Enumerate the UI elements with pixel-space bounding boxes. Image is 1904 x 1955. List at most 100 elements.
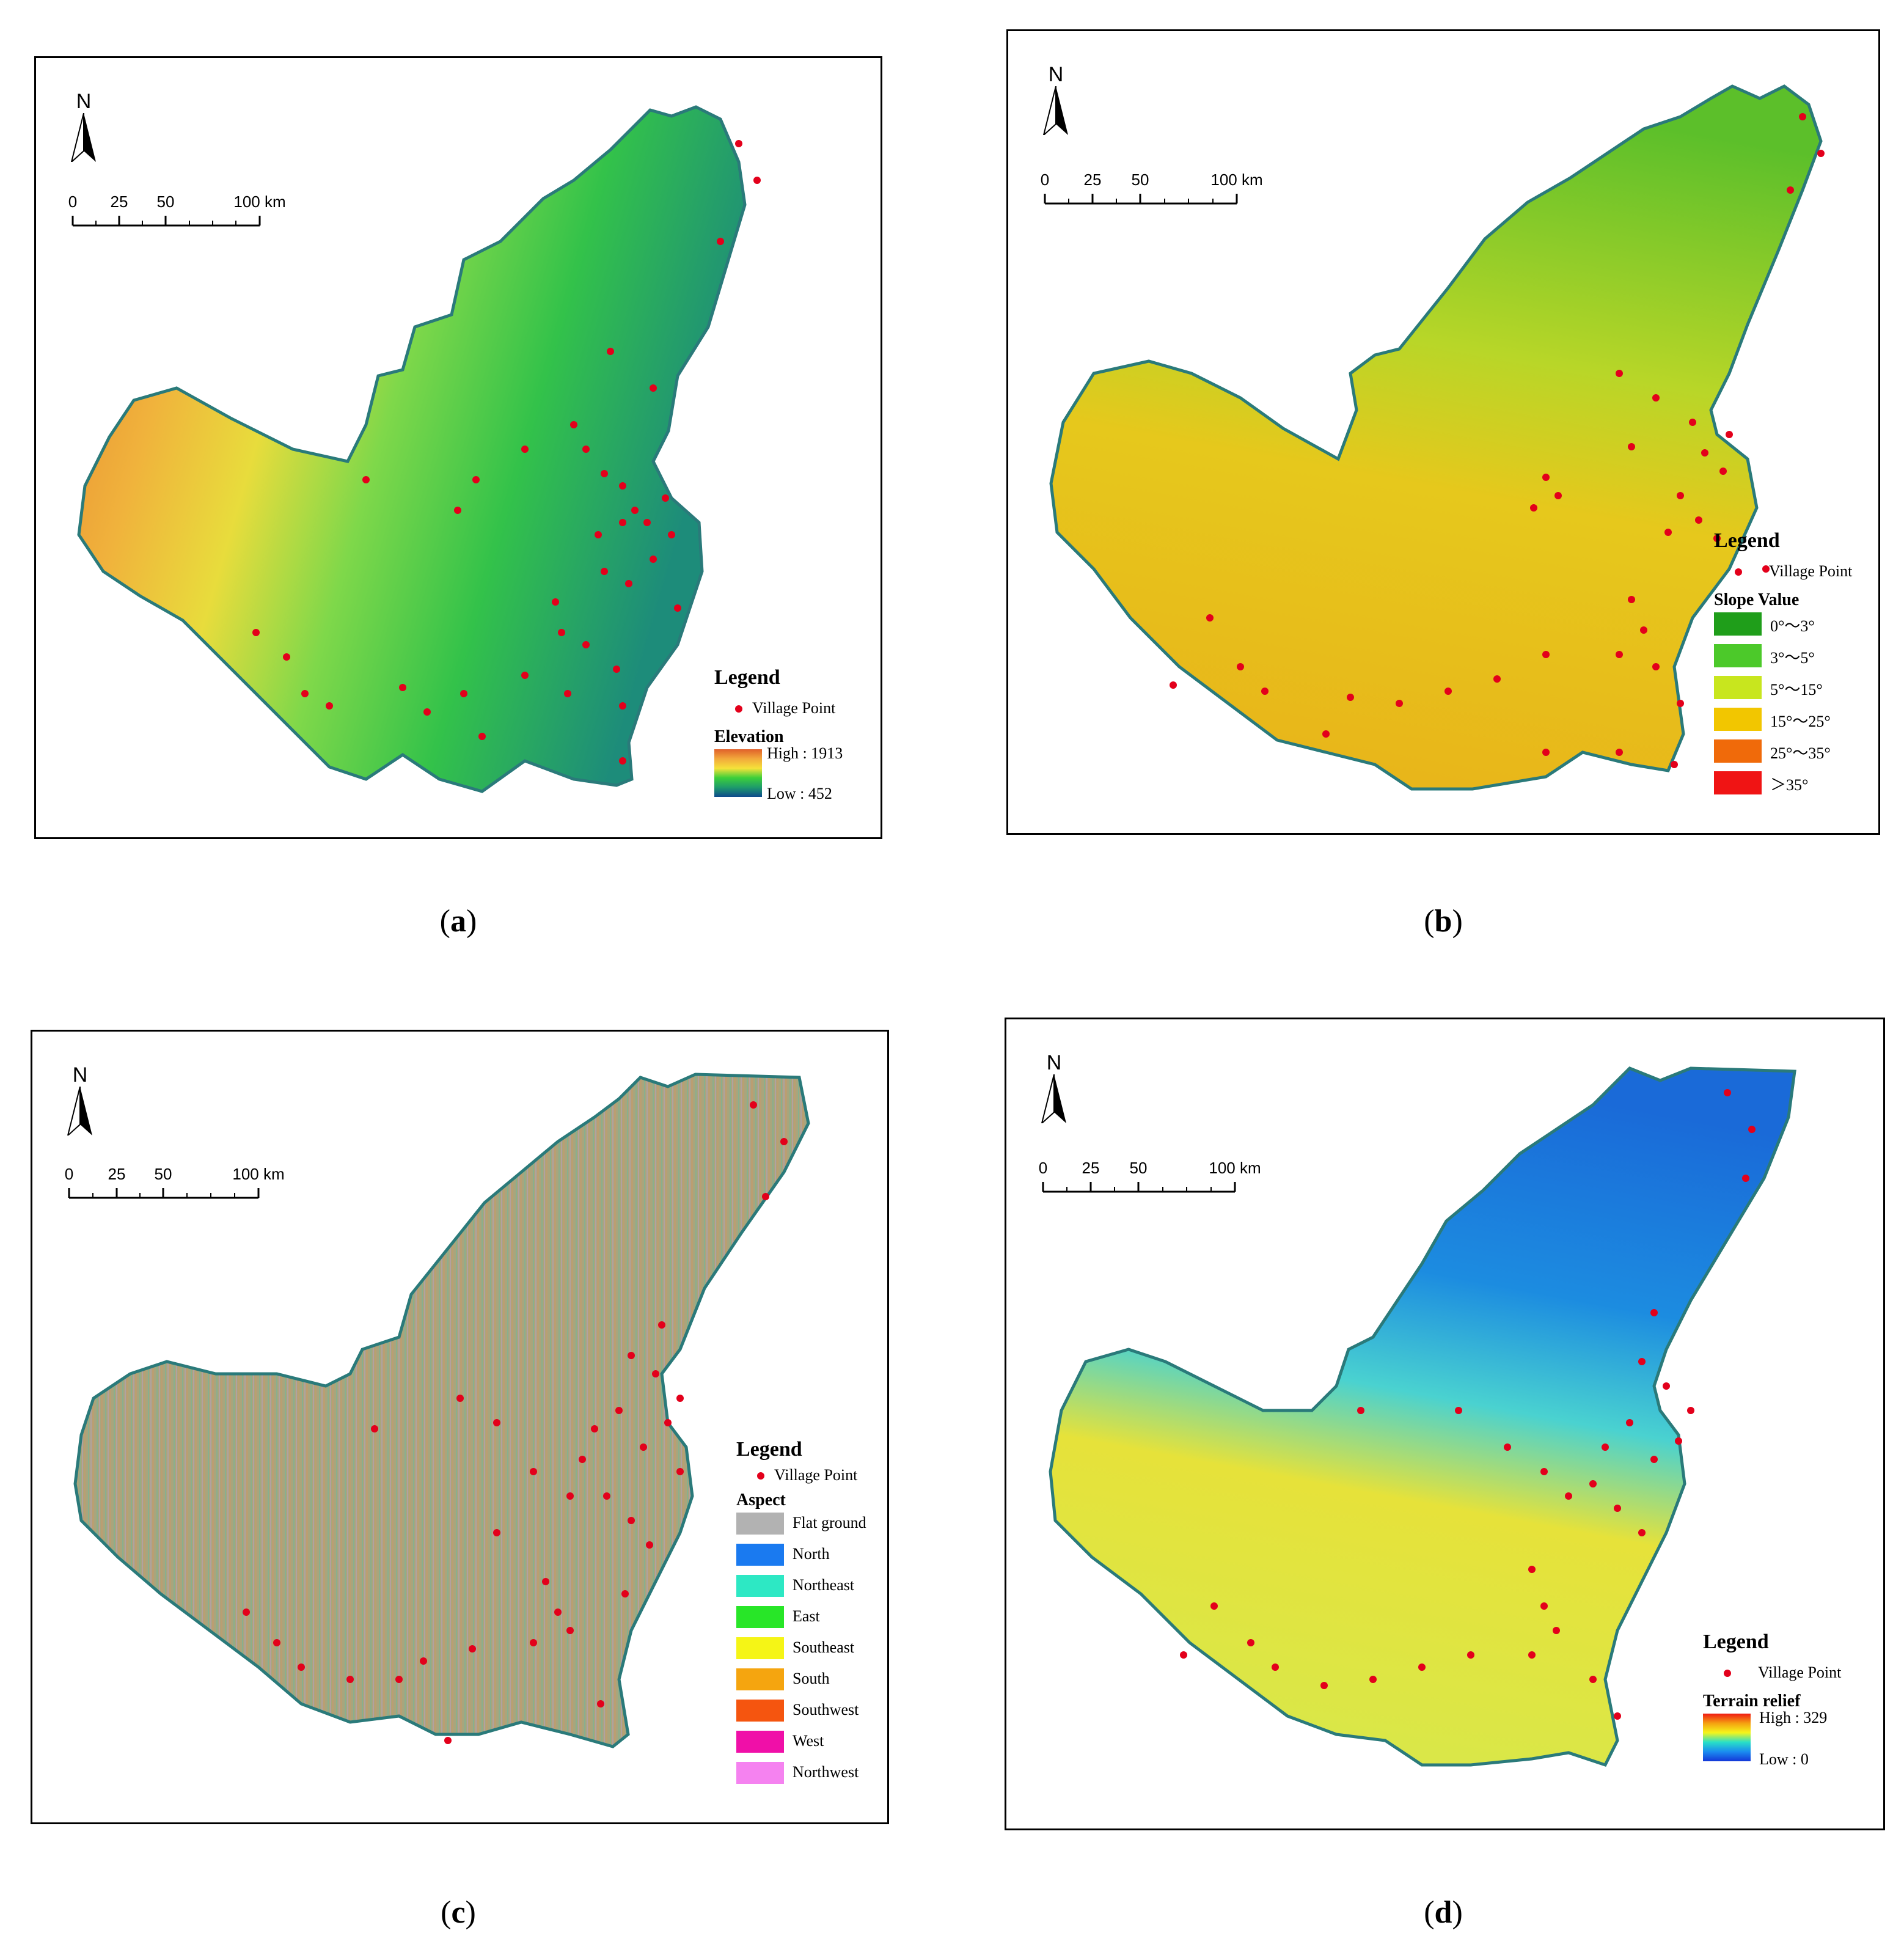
legend-swatch (736, 1762, 784, 1784)
scale-tick-100: 100 km (232, 1165, 285, 1183)
legend-terrain-relief: Legend Village Point Terrain relief High… (1703, 1630, 1874, 1768)
caption-b: (b) (1424, 904, 1463, 939)
scale-bar-line (1042, 1182, 1236, 1193)
region-outline (1049, 1066, 1796, 1767)
legend-class-label: ＞35° (1770, 776, 1809, 794)
map-panel-slope: N 0 25 50 100 km Legend Village Point (1006, 29, 1880, 835)
legend-swatch (1714, 708, 1762, 731)
legend-swatch (1714, 644, 1762, 667)
legend-class-row: West (736, 1728, 883, 1759)
legend-swatch (736, 1575, 784, 1597)
legend-class-label: South (793, 1670, 830, 1687)
scale-bar-line (1044, 194, 1238, 205)
legend-class-label: 25°～35° (1770, 744, 1831, 762)
scale-tick-25: 25 (108, 1165, 126, 1183)
map-panel-elevation: N 0 25 50 100 km Legend Village Point (34, 56, 882, 839)
relief-gradient (1703, 1714, 1751, 1761)
caption-c: (c) (441, 1895, 476, 1930)
village-point-label: Village Point (774, 1466, 858, 1484)
scale-bar-line (71, 216, 261, 227)
legend-class-row: 15°～25° (1714, 705, 1873, 737)
region-outline (77, 105, 747, 793)
north-arrow: N (62, 1063, 98, 1137)
legend-slope: Legend Village Point Slope Value 0°～3° 3°… (1714, 529, 1873, 801)
legend-class-label: West (793, 1732, 824, 1750)
map-aspect (73, 1073, 810, 1748)
village-points (1170, 113, 1825, 768)
scale-tick-25: 25 (1083, 171, 1102, 189)
legend-swatch (1714, 739, 1762, 763)
legend-class-label: Southwest (793, 1701, 859, 1718)
legend-subtitle: Aspect (736, 1491, 786, 1509)
scale-tick-25: 25 (110, 193, 128, 211)
village-point-symbol (757, 1472, 764, 1480)
legend-subtitle: Terrain relief (1703, 1692, 1801, 1711)
legend-class-row: South (736, 1666, 883, 1697)
north-arrow-icon (67, 1087, 92, 1135)
legend-class-label: 15°～25° (1770, 713, 1831, 730)
legend-aspect: Legend Village Point Aspect Flat ground N… (736, 1438, 883, 1791)
legend-class-row: North (736, 1541, 883, 1572)
legend-class-label: Northwest (793, 1763, 859, 1781)
scale-bar: 0 25 50 100 km (68, 193, 286, 229)
village-point-symbol (735, 705, 742, 713)
scale-tick-50: 50 (154, 1165, 172, 1183)
legend-class-label: East (793, 1607, 820, 1625)
legend-swatch (736, 1700, 784, 1722)
legend-class-row: Flat ground (736, 1510, 883, 1541)
scale-tick-0: 0 (1040, 171, 1050, 189)
scale-bar: 0 25 50 100 km (64, 1165, 285, 1201)
legend-swatch (736, 1513, 784, 1535)
legend-class-label: Northeast (793, 1576, 855, 1594)
legend-elevation: Legend Village Point Elevation High : 19… (714, 666, 873, 802)
north-arrow-icon (70, 113, 96, 162)
village-point-symbol (1735, 568, 1742, 576)
north-arrow: N (1036, 1051, 1072, 1124)
legend-title: Legend (714, 666, 780, 689)
region-outline (1049, 84, 1823, 791)
north-arrow: N (65, 90, 102, 163)
north-arrow-icon (1042, 86, 1068, 135)
scale-tick-0: 0 (64, 1165, 74, 1183)
scale-tick-0: 0 (1038, 1159, 1048, 1177)
legend-class-row: Northeast (736, 1572, 883, 1604)
slope-class-list: 0°～3° 3°～5° 5°～15° 15°～25° 25°～35° ＞35° (1714, 610, 1873, 801)
village-point-label: Village Point (752, 699, 836, 717)
scale-bar-line (68, 1188, 260, 1199)
legend-swatch (1714, 771, 1762, 794)
legend-class-label: 0°～3° (1770, 617, 1815, 635)
scale-bar: 0 25 50 100 km (1040, 171, 1263, 207)
elevation-gradient (714, 749, 762, 797)
legend-swatch (736, 1544, 784, 1566)
legend-class-row: 0°～3° (1714, 610, 1873, 642)
village-point-label: Village Point (1758, 1663, 1842, 1681)
village-point-label: Village Point (1769, 562, 1853, 580)
legend-subtitle: Elevation (714, 727, 784, 746)
map-elevation (77, 105, 761, 793)
north-arrow-icon (1041, 1074, 1066, 1123)
north-label: N (1048, 63, 1064, 86)
elevation-low: Low : 452 (767, 785, 832, 802)
legend-title: Legend (736, 1438, 802, 1461)
north-label: N (1046, 1051, 1062, 1074)
legend-class-label: 3°～5° (1770, 649, 1815, 667)
legend-swatch (1714, 676, 1762, 699)
scale-tick-100: 100 km (233, 193, 286, 211)
legend-swatch (736, 1606, 784, 1628)
village-point-symbol (1724, 1670, 1731, 1677)
north-label: N (76, 90, 92, 113)
north-arrow: N (1038, 63, 1074, 136)
legend-subtitle: Slope Value (1714, 590, 1800, 609)
legend-class-row: Southeast (736, 1635, 883, 1666)
legend-class-row: East (736, 1604, 883, 1635)
legend-swatch (1714, 612, 1762, 636)
legend-class-row: 3°～5° (1714, 642, 1873, 673)
legend-class-label: North (793, 1545, 830, 1563)
scale-bar: 0 25 50 100 km (1038, 1159, 1261, 1195)
legend-title: Legend (1703, 1630, 1769, 1653)
scale-tick-50: 50 (156, 193, 175, 211)
scale-tick-25: 25 (1082, 1159, 1100, 1177)
scale-tick-50: 50 (1129, 1159, 1148, 1177)
map-panel-terrain-relief: N 0 25 50 100 km Legend Village Point (1005, 1018, 1885, 1830)
map-terrain-relief (1049, 1066, 1796, 1767)
